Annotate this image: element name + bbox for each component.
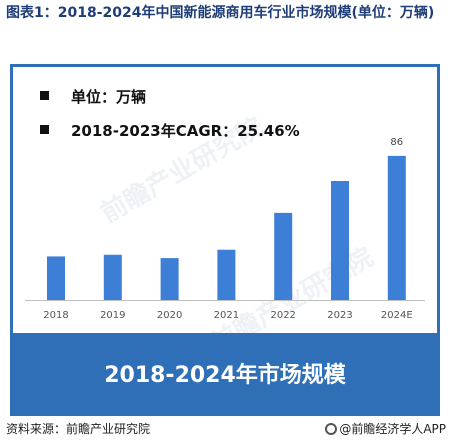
x-tick-label: 2024E <box>381 310 413 321</box>
brand-logo-icon <box>325 423 338 435</box>
bar-2021 <box>217 249 236 300</box>
x-tick-label: 2018 <box>43 310 68 321</box>
bar-chart: 2018 2019 2020 2021 2022 2023 2024E 86 <box>25 137 425 321</box>
x-tick-label: 2023 <box>327 310 352 321</box>
banner: 2018-2024年市场规模 <box>13 333 437 413</box>
square-bullet-icon <box>40 125 49 134</box>
source-note: 资料来源：前瞻产业研究院 <box>6 422 151 436</box>
legend-cagr: 2018-2023年CAGR：25.46% <box>40 120 300 141</box>
x-tick-label: 2019 <box>100 310 125 321</box>
x-tick-label: 2021 <box>214 310 239 321</box>
legend-unit: 单位：万辆 <box>40 86 146 107</box>
data-label: 86 <box>390 137 403 148</box>
bar-2018 <box>47 256 65 300</box>
square-bullet-icon <box>40 91 49 100</box>
chart-title: 图表1：2018-2024年中国新能源商用车行业市场规模(单位：万辆) <box>6 5 435 21</box>
bar-2019 <box>103 254 122 300</box>
bar-2024E <box>387 155 406 300</box>
brand-text: @前瞻经济学人APP <box>339 422 446 436</box>
bar-2023 <box>331 181 349 300</box>
x-tick-label: 2022 <box>270 310 295 321</box>
legend-cagr-text: 2018-2023年CAGR：25.46% <box>71 122 300 140</box>
bar-2020 <box>160 258 179 300</box>
x-tick-label: 2020 <box>157 310 182 321</box>
legend-unit-text: 单位：万辆 <box>71 88 147 106</box>
bar-2022 <box>274 212 293 300</box>
brand-credit: @前瞻经济学人APP <box>325 420 446 437</box>
